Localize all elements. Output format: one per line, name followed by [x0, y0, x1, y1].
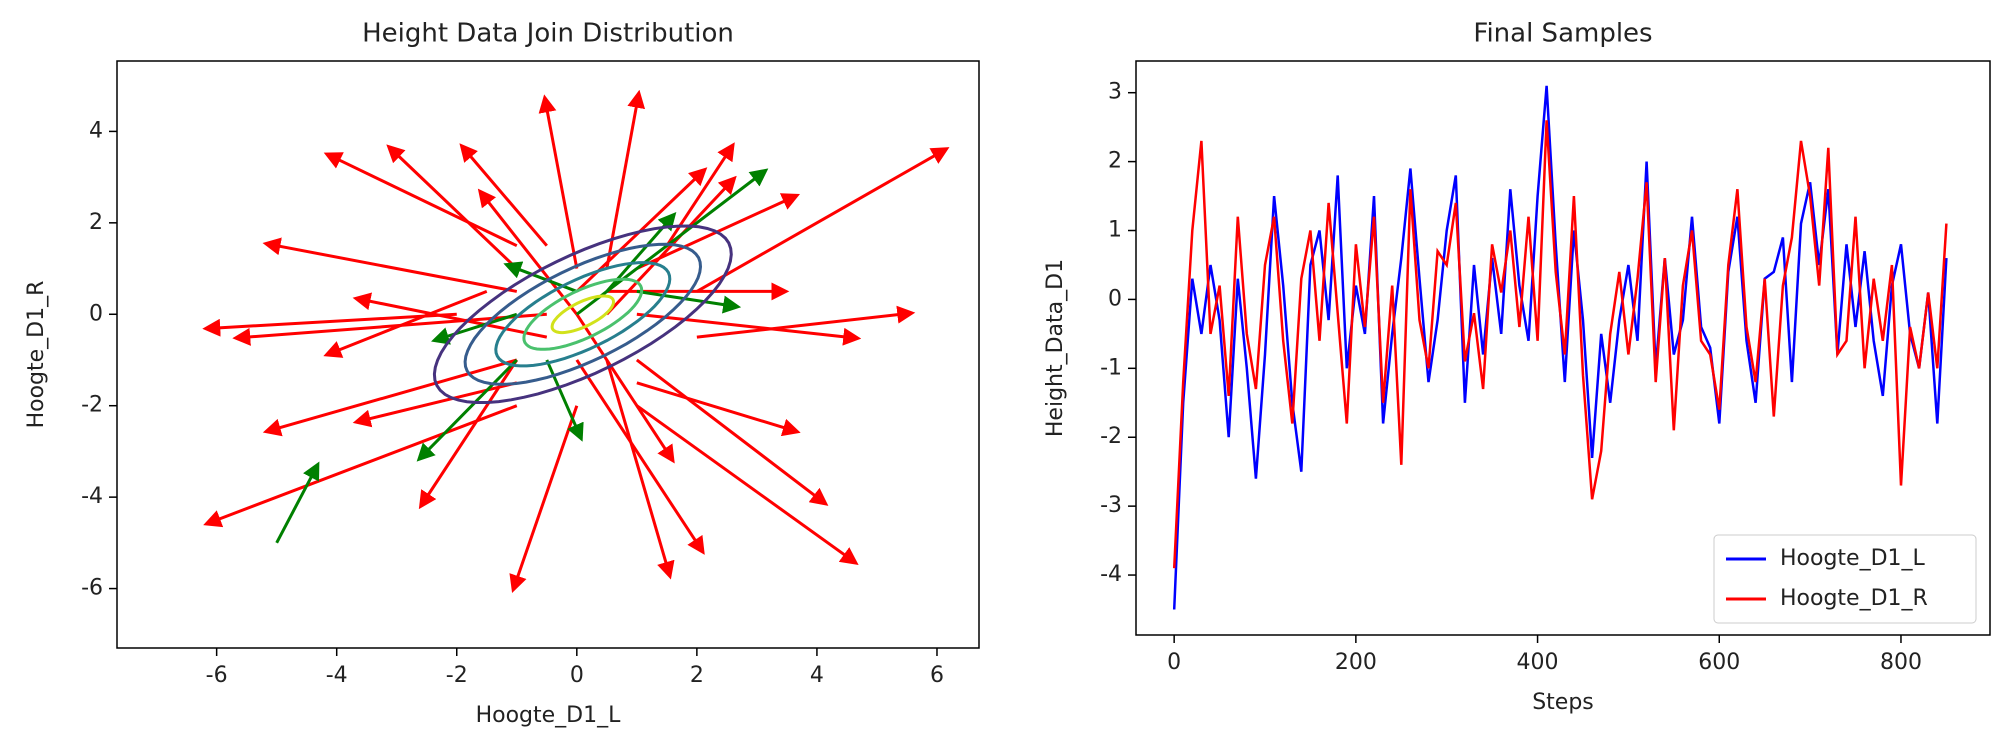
- y-tick-label: 0: [89, 301, 103, 326]
- x-tick-label: -2: [446, 663, 468, 688]
- arrow: [352, 381, 518, 428]
- arrow: [635, 404, 859, 565]
- arrow: [352, 292, 548, 339]
- x-tick-label: 6: [930, 663, 944, 688]
- y-tick-label: -2: [81, 393, 103, 418]
- arrow: [323, 152, 518, 248]
- x-tick-label: 200: [1335, 650, 1377, 675]
- axes-frame: [116, 60, 980, 649]
- arrow: [262, 358, 518, 437]
- legend-label: Hoogte_D1_R: [1780, 586, 1928, 611]
- plot-area: [1172, 85, 1948, 610]
- contour: [522, 277, 644, 351]
- y-axis-label: Height_Data_D1: [1043, 259, 1068, 437]
- arrow: [605, 89, 646, 269]
- x-tick-label: 400: [1517, 650, 1559, 675]
- x-tick-label: 600: [1698, 650, 1740, 675]
- x-tick-label: 4: [810, 663, 824, 688]
- y-tick-label: -4: [1100, 562, 1122, 587]
- contour: [550, 294, 616, 335]
- arrow: [636, 312, 862, 346]
- axes-frame: [1135, 60, 1991, 636]
- arrow: [262, 237, 518, 293]
- arrow: [545, 359, 584, 442]
- arrow: [696, 147, 950, 293]
- legend-box: [1713, 534, 1977, 624]
- x-tick-label: 2: [690, 663, 704, 688]
- contour: [432, 224, 733, 404]
- arrow: [696, 305, 916, 339]
- arrow: [605, 175, 737, 316]
- arrow: [636, 289, 742, 314]
- arrow: [323, 290, 488, 358]
- y-tick-label: 0: [1108, 286, 1122, 311]
- arrow: [477, 188, 578, 316]
- arrow: [416, 358, 518, 462]
- y-tick-label: -6: [81, 576, 103, 601]
- series-line: [1172, 85, 1948, 610]
- x-axis-label: Hoogte_D1_L: [476, 703, 622, 728]
- arrow: [575, 167, 708, 293]
- arrow: [203, 404, 518, 528]
- chart-title: Height Data Join Distribution: [362, 19, 734, 49]
- arrow: [275, 461, 320, 544]
- arrow: [509, 405, 579, 594]
- contour: [463, 242, 703, 386]
- y-tick-label: -4: [81, 484, 103, 509]
- y-tick-label: 3: [1108, 80, 1122, 105]
- y-axis-label: Hoogte_D1_R: [24, 281, 49, 429]
- y-tick-label: 4: [89, 118, 103, 143]
- y-tick-label: -2: [1100, 424, 1122, 449]
- arrow: [202, 312, 457, 337]
- x-tick-label: 0: [1167, 650, 1181, 675]
- series-line: [1172, 120, 1948, 569]
- y-tick-label: -1: [1100, 355, 1122, 380]
- y-tick-label: 2: [89, 210, 103, 235]
- arrow: [386, 144, 518, 270]
- arrow: [459, 143, 548, 247]
- arrow: [636, 381, 801, 437]
- x-tick-label: 0: [570, 663, 584, 688]
- x-tick-label: -4: [326, 663, 348, 688]
- arrow: [665, 142, 735, 247]
- arrow: [605, 359, 675, 580]
- contour: [494, 261, 672, 368]
- arrow: [538, 94, 579, 269]
- arrow: [635, 358, 829, 506]
- arrow: [575, 359, 705, 555]
- y-tick-label: 2: [1108, 149, 1122, 174]
- y-tick-label: -3: [1100, 493, 1122, 518]
- chart-title: Final Samples: [1473, 19, 1652, 49]
- x-axis-label: Steps: [1532, 690, 1594, 715]
- x-tick-label: 800: [1880, 650, 1922, 675]
- plot-area: [202, 89, 950, 594]
- legend-label: Hoogte_D1_L: [1780, 546, 1926, 571]
- y-tick-label: 1: [1108, 218, 1122, 243]
- x-tick-label: -6: [206, 663, 228, 688]
